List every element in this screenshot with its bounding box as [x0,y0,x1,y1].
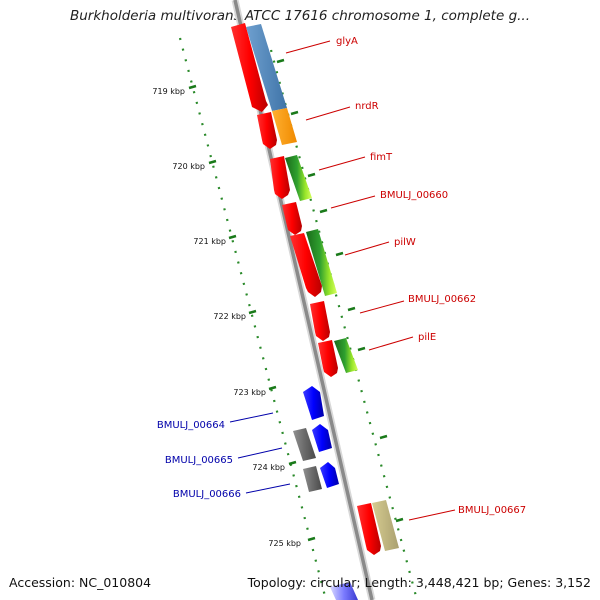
gene-label-nrdR[interactable]: nrdR [355,101,379,112]
reverse-gene-labels: BMULJ_00664 BMULJ_00665 BMULJ_00666 [157,420,241,500]
gray-block-1 [293,428,316,461]
gene-label-BMULJ_00665[interactable]: BMULJ_00665 [165,455,233,466]
gene-label-BMULJ_00662[interactable]: BMULJ_00662 [408,294,476,305]
gray-block-2 [303,466,322,492]
gene-label-BMULJ_00667[interactable]: BMULJ_00667 [458,505,526,516]
reverse-label-leaders [229,412,291,494]
kbp-label: 720 kbp [172,162,205,171]
forward-strand-arrows [231,23,381,555]
forward-label-leaders [285,40,456,521]
kbp-label: 721 kbp [193,237,226,246]
forward-gene-labels: glyA nrdR fimT BMULJ_00660 pilW BMULJ_00… [336,36,526,516]
feature-blocks [246,24,399,551]
gene-arrow-BMULJ_00665[interactable] [312,424,332,452]
kbp-label: 719 kbp [152,87,185,96]
kbp-label: 722 kbp [213,312,246,321]
gene-label-BMULJ_00660[interactable]: BMULJ_00660 [380,190,448,201]
gene-arrow-BMULJ_00662[interactable] [310,301,330,341]
gene-label-BMULJ_00666[interactable]: BMULJ_00666 [173,489,241,500]
kbp-labels: 719 kbp 720 kbp 721 kbp 722 kbp 723 kbp … [152,87,301,548]
gene-label-BMULJ_00664[interactable]: BMULJ_00664 [157,420,225,431]
gene-arrow-fimT[interactable] [270,156,290,199]
feature-block-green-1 [285,155,312,201]
feature-block-steelblue [246,24,287,111]
gene-label-pilE[interactable]: pilE [418,332,436,343]
outer-dotted-ring [269,49,419,600]
kbp-label: 724 kbp [252,463,285,472]
inner-dotted-ring [178,37,328,600]
reverse-strand-arrows [293,386,358,600]
accession-info: Accession: NC_010804 [9,575,152,590]
gene-arrow-pilE[interactable] [318,340,338,377]
kbp-tick-marks [188,84,316,542]
gene-arrow-BMULJ_00666[interactable] [320,462,339,488]
gene-arrow-BMULJ_00664[interactable] [303,386,324,420]
feature-block-green-3 [334,338,358,373]
gene-arrow-BMULJ_00660[interactable] [282,202,302,235]
gc-tick-marks [276,58,404,523]
feature-block-orange [272,108,297,145]
gene-arrow-nrdR[interactable] [257,112,277,149]
feature-block-khaki [372,500,399,551]
gene-arrow-pilW[interactable] [290,233,322,297]
kbp-label: 723 kbp [233,388,266,397]
kbp-label: 725 kbp [268,539,301,548]
map-title: Burkholderia multivorans ATCC 17616 chro… [69,8,531,24]
gene-label-glyA[interactable]: glyA [336,36,358,47]
topology-info: Topology: circular; Length: 3,448,421 bp… [247,575,591,590]
gene-arrow-glyA[interactable] [231,23,268,112]
lavender-block [330,582,358,600]
gene-arrow-BMULJ_00667[interactable] [357,503,381,555]
gene-label-fimT[interactable]: fimT [370,152,393,163]
gene-label-pilW[interactable]: pilW [394,237,416,248]
feature-block-green-2 [306,229,337,296]
